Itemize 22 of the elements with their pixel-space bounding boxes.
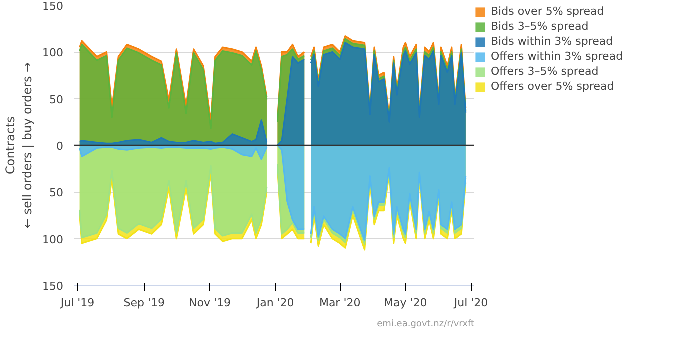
y-tick-label: 50	[50, 93, 64, 106]
legend-label: Offers 3–5% spread	[491, 65, 599, 78]
y-axis-title: Contracts ← sell orders | buy orders →	[4, 62, 35, 229]
legend-label: Bids within 3% spread	[491, 35, 614, 48]
x-tick-label: Jul '19	[60, 296, 95, 310]
x-tick-label: Jan '20	[256, 296, 294, 310]
y-tick-label: 0	[56, 140, 64, 153]
legend-label: Bids 3–5% spread	[491, 20, 589, 33]
x-tick-label: Nov '19	[188, 296, 231, 310]
x-tick-label: Sep '19	[124, 296, 166, 310]
legend-label: Offers within 3% spread	[491, 50, 624, 63]
text: emi.ea.govt.nz/r/vrxft	[377, 320, 475, 330]
y-tick-label: 50	[50, 186, 64, 200]
y-tick-label: 150	[42, 0, 64, 13]
legend-label: Bids over 5% spread	[491, 5, 604, 18]
x-tick-label: Jul '20	[453, 296, 488, 310]
y-tick-label: 150	[42, 280, 64, 293]
y-tick-label: 100	[42, 233, 64, 246]
x-tick-label: Mar '20	[319, 296, 361, 310]
x-tick-label: May '20	[384, 296, 428, 310]
y-tick-label: 100	[42, 46, 64, 60]
legend-label: Offers over 5% spread	[491, 80, 614, 93]
